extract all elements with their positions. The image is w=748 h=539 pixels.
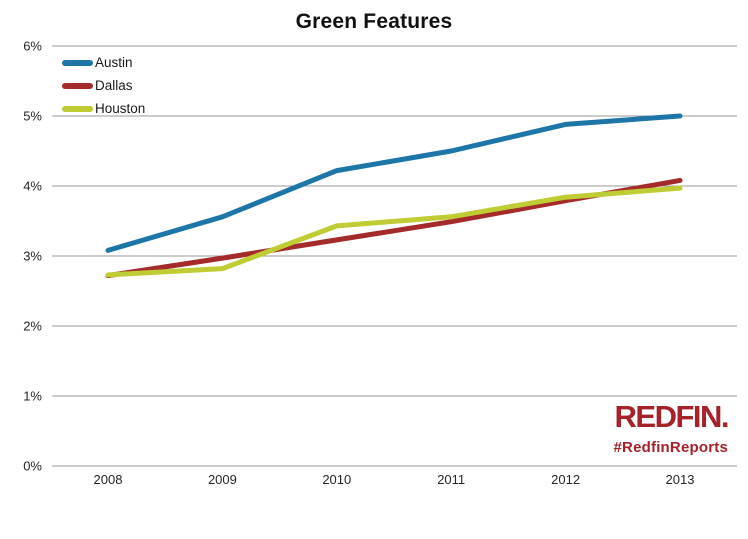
y-tick-label: 5% bbox=[23, 109, 42, 124]
x-tick-label: 2009 bbox=[208, 472, 237, 487]
legend-item-dallas: Dallas bbox=[62, 74, 145, 97]
branding-block: REDFIN. #RedfinReports bbox=[613, 399, 730, 456]
x-tick-label: 2008 bbox=[94, 472, 123, 487]
y-tick-label: 3% bbox=[23, 249, 42, 264]
y-tick-label: 4% bbox=[23, 179, 42, 194]
y-tick-label: 0% bbox=[23, 459, 42, 474]
legend-swatch-icon bbox=[62, 59, 93, 66]
x-tick-label: 2010 bbox=[322, 472, 351, 487]
y-tick-label: 6% bbox=[23, 39, 42, 54]
legend-label: Houston bbox=[95, 100, 146, 116]
x-tick-label: 2012 bbox=[551, 472, 580, 487]
chart-title: Green Features bbox=[295, 10, 453, 33]
redfin-hashtag: #RedfinReports bbox=[613, 439, 728, 456]
legend-swatch-icon bbox=[62, 105, 93, 112]
legend-label: Dallas bbox=[95, 77, 133, 93]
legend: Austin Dallas Houston bbox=[62, 51, 145, 120]
series-line-austin bbox=[105, 113, 683, 253]
y-tick-label: 2% bbox=[23, 319, 42, 334]
y-tick-label: 1% bbox=[23, 389, 42, 404]
legend-label: Austin bbox=[95, 54, 133, 70]
x-tick-label: 2011 bbox=[437, 472, 465, 487]
legend-swatch-icon bbox=[62, 82, 93, 89]
x-tick-label: 2013 bbox=[666, 472, 695, 487]
legend-item-houston: Houston bbox=[62, 97, 145, 120]
legend-item-austin: Austin bbox=[62, 51, 145, 74]
series-line-houston bbox=[105, 185, 683, 278]
redfin-logo: REDFIN. bbox=[614, 399, 730, 434]
